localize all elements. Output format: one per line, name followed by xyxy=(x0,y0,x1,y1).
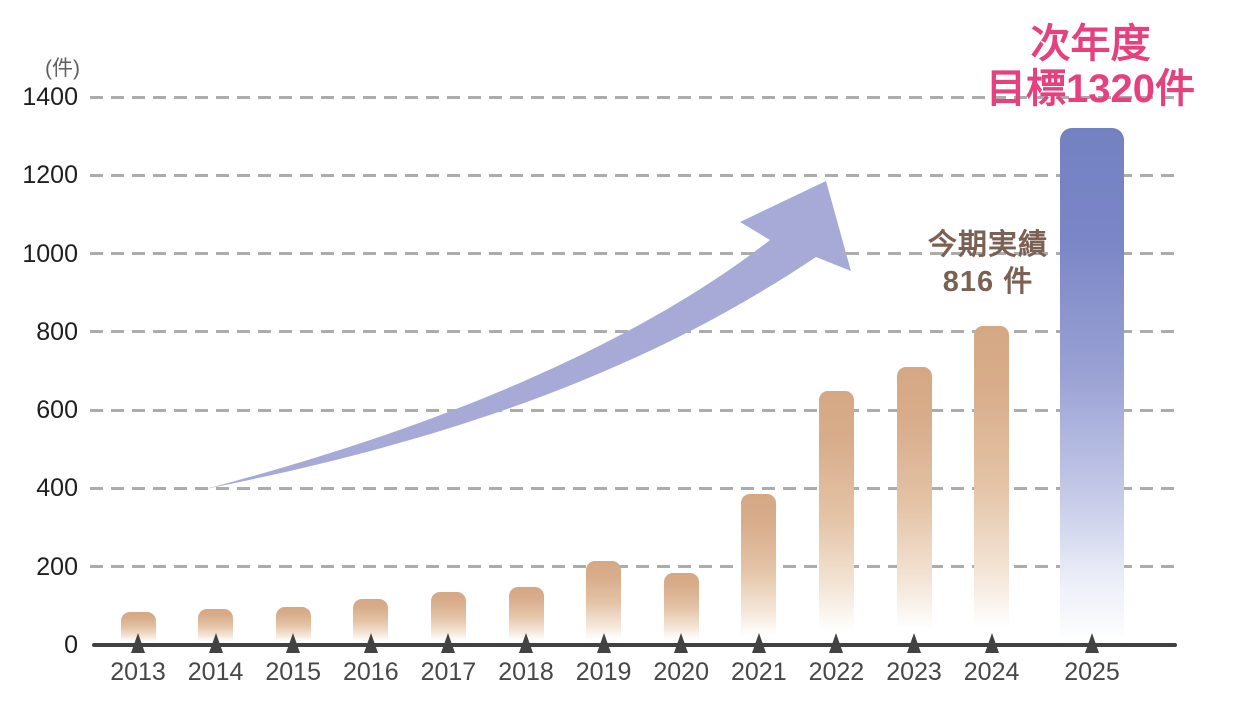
x-tick-label-2020: 2020 xyxy=(653,658,709,686)
current-result-line2: 816 件 xyxy=(942,266,1034,298)
x-tick-label-2022: 2022 xyxy=(808,658,865,686)
y-axis-unit-label: (件) xyxy=(45,57,80,80)
x-tick-2019 xyxy=(596,633,611,653)
x-tick-2017 xyxy=(441,633,456,653)
gridline-200 xyxy=(90,565,1182,569)
x-tick-2022 xyxy=(829,633,844,653)
x-tick-2021 xyxy=(751,633,766,653)
current-result-line1: 今期実績 xyxy=(927,229,1048,261)
target-annotation-line2: 目標1320件 xyxy=(986,67,1195,111)
bar-2020 xyxy=(663,572,699,643)
x-tick-label-2016: 2016 xyxy=(342,658,399,686)
y-tick-label-600: 600 xyxy=(36,396,78,425)
y-tick-label-200: 200 xyxy=(36,552,78,581)
x-tick-label-2023: 2023 xyxy=(886,658,942,686)
y-tick-label-1000: 1000 xyxy=(22,239,78,268)
x-tick-label-2015: 2015 xyxy=(265,658,321,686)
x-tick-2024 xyxy=(984,633,999,653)
gridline-400 xyxy=(90,486,1182,490)
x-tick-label-2017: 2017 xyxy=(420,658,477,686)
y-tick-label-400: 400 xyxy=(36,474,78,503)
x-tick-label-2018: 2018 xyxy=(498,658,554,686)
bar-2019 xyxy=(586,560,622,643)
x-tick-2014 xyxy=(208,633,223,653)
x-tick-label-2014: 2014 xyxy=(187,658,244,686)
x-tick-2023 xyxy=(907,633,921,653)
current-result-annotation: 今期実績 816 件 xyxy=(868,227,1108,301)
x-tick-2015 xyxy=(286,633,301,653)
x-axis-line xyxy=(92,643,1177,647)
target-annotation-line1: 次年度 xyxy=(1030,22,1151,66)
y-tick-label-1400: 1400 xyxy=(22,83,78,112)
y-tick-label-800: 800 xyxy=(36,317,78,346)
x-tick-label-2021: 2021 xyxy=(730,658,787,686)
x-tick-label-2025: 2025 xyxy=(1064,658,1120,686)
x-tick-2020 xyxy=(674,633,689,653)
y-tick-label-1200: 1200 xyxy=(22,161,78,190)
gridline-800 xyxy=(90,330,1182,334)
bar-2022 xyxy=(818,391,854,643)
x-tick-2013 xyxy=(131,633,145,653)
x-tick-label-2024: 2024 xyxy=(963,658,1020,686)
gridline-1400 xyxy=(90,95,1182,99)
y-tick-label-0: 0 xyxy=(64,631,78,659)
x-tick-label-2019: 2019 xyxy=(575,658,632,686)
bar-2021 xyxy=(741,494,777,643)
gridline-1200 xyxy=(90,173,1182,177)
x-tick-2025 xyxy=(1085,633,1099,653)
x-tick-2018 xyxy=(519,633,533,653)
bar-2025 xyxy=(1060,128,1124,643)
gridline-600 xyxy=(90,408,1182,412)
x-tick-2016 xyxy=(363,633,378,653)
bar-2024 xyxy=(974,325,1010,643)
x-tick-label-2013: 2013 xyxy=(110,658,166,686)
target-annotation: 次年度 目標1320件 xyxy=(948,22,1233,112)
bar-2023 xyxy=(896,367,932,643)
